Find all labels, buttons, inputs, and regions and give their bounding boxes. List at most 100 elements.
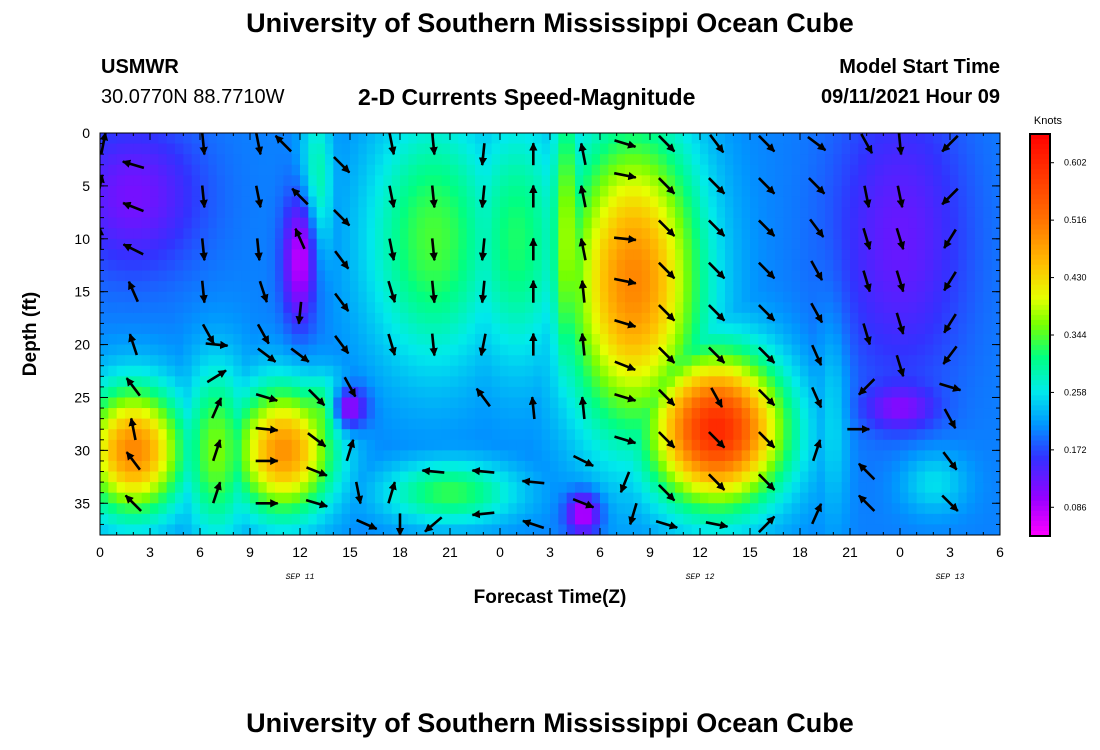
heat-cell xyxy=(166,302,176,314)
heat-cell xyxy=(441,471,451,483)
heat-cell xyxy=(675,291,684,303)
heat-cell xyxy=(400,471,409,483)
heat-cell xyxy=(941,429,951,441)
heat-cell xyxy=(325,418,334,430)
heat-cell xyxy=(383,450,393,462)
heat-cell xyxy=(966,429,976,441)
heat-cell xyxy=(308,281,318,293)
heat-cell xyxy=(650,259,659,272)
heat-cell xyxy=(800,291,809,303)
heat-cell xyxy=(283,344,293,356)
heat-cell xyxy=(950,323,959,335)
heat-cell xyxy=(775,524,784,535)
heat-cell xyxy=(916,503,926,515)
heat-cell xyxy=(800,154,809,166)
heat-cell xyxy=(458,408,468,420)
heat-cell xyxy=(308,175,318,187)
heat-cell xyxy=(958,482,968,494)
heat-cell xyxy=(250,418,259,430)
heat-cell xyxy=(600,376,609,388)
heat-cell xyxy=(858,334,868,346)
heat-cell xyxy=(300,408,309,420)
heat-cell xyxy=(308,334,318,346)
heat-cell xyxy=(216,291,226,303)
heat-cell xyxy=(458,513,468,526)
heat-cell xyxy=(525,439,534,451)
heat-cell xyxy=(591,270,601,282)
heat-cell xyxy=(516,185,526,198)
heat-cell xyxy=(416,228,426,240)
heat-cell xyxy=(166,323,176,335)
heat-cell xyxy=(608,143,618,155)
heat-cell xyxy=(200,365,209,377)
heat-cell xyxy=(250,460,259,473)
heat-cell xyxy=(958,133,968,145)
heat-cell xyxy=(783,482,793,494)
heat-cell xyxy=(875,492,884,504)
heat-cell xyxy=(300,164,309,176)
heat-cell xyxy=(791,196,801,208)
heat-cell xyxy=(950,302,959,314)
heat-cell xyxy=(458,270,468,282)
heat-cell xyxy=(941,365,951,377)
heat-cell xyxy=(825,312,834,325)
heat-cell xyxy=(341,291,351,303)
heat-cell xyxy=(300,249,309,261)
heat-cell xyxy=(983,185,993,198)
heat-cell xyxy=(708,312,718,325)
heat-cell xyxy=(691,228,701,240)
heat-cell xyxy=(933,365,943,377)
heat-cell xyxy=(200,513,209,526)
heat-cell xyxy=(250,365,259,377)
heat-cell xyxy=(883,344,893,356)
heat-cell xyxy=(333,196,343,208)
heat-cell xyxy=(433,355,443,367)
heat-cell xyxy=(516,386,526,399)
heat-cell xyxy=(650,482,659,494)
current-vector xyxy=(305,498,328,509)
heat-cell xyxy=(808,450,818,462)
heat-cell xyxy=(375,175,384,187)
heat-cell xyxy=(700,344,709,356)
heat-cell xyxy=(375,513,384,526)
heat-cell xyxy=(125,133,134,145)
heat-cell xyxy=(433,429,443,441)
heat-cell xyxy=(200,376,209,388)
heat-cell xyxy=(191,259,201,272)
current-vector xyxy=(578,184,587,208)
heat-cell xyxy=(233,185,243,198)
heat-cell xyxy=(583,355,593,367)
heat-cell xyxy=(400,164,409,176)
heat-cell xyxy=(908,460,918,473)
heat-cell xyxy=(683,228,693,240)
heat-cell xyxy=(600,492,609,504)
heat-cell xyxy=(533,196,543,208)
heat-cell xyxy=(366,513,376,526)
heat-cell xyxy=(158,513,168,526)
heat-cell xyxy=(341,397,351,409)
heat-cell xyxy=(466,492,476,504)
heat-cell xyxy=(616,185,626,198)
heat-cell xyxy=(958,450,968,462)
heat-cell xyxy=(416,175,426,187)
heat-cell xyxy=(958,228,968,240)
heat-cell xyxy=(525,302,534,314)
heat-cell xyxy=(641,376,651,388)
colorbar-tick-label: 0.516 xyxy=(1064,215,1087,225)
heat-cell xyxy=(991,376,1000,388)
heat-cell xyxy=(358,323,368,335)
heat-cell xyxy=(508,133,518,145)
heat-cell xyxy=(450,196,459,208)
heat-cell xyxy=(225,376,234,388)
heat-cell xyxy=(233,302,243,314)
heat-cell xyxy=(291,143,301,155)
heat-cell xyxy=(441,386,451,399)
heat-cell xyxy=(941,249,951,261)
heat-cell xyxy=(416,429,426,441)
heat-cell xyxy=(750,429,759,441)
heat-cell xyxy=(258,154,268,166)
heat-cell xyxy=(266,207,276,219)
heat-cell xyxy=(575,386,584,399)
heat-cell xyxy=(525,408,534,420)
heat-cell xyxy=(300,133,309,145)
